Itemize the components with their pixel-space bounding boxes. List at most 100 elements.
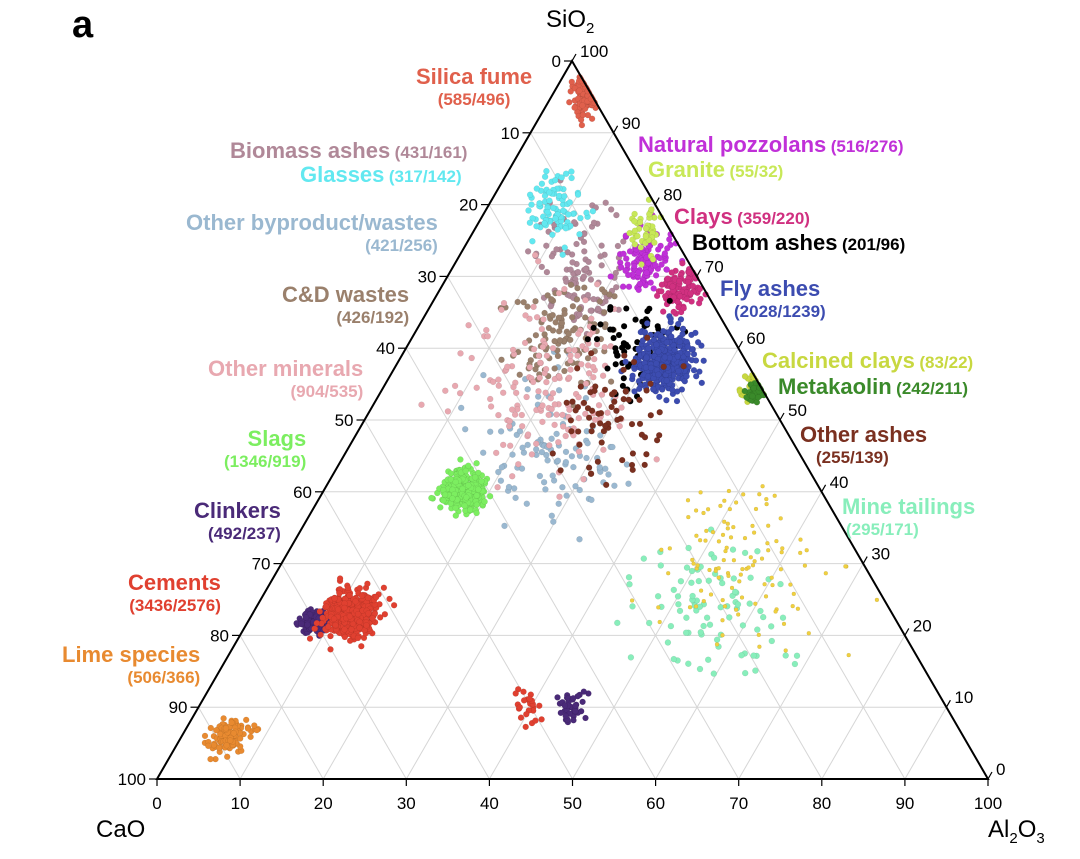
data-point <box>737 579 742 584</box>
data-point <box>583 454 590 462</box>
data-point <box>306 635 314 642</box>
data-point <box>500 299 508 307</box>
data-point <box>226 737 234 744</box>
data-point <box>714 642 720 647</box>
data-point <box>562 225 569 232</box>
data-point <box>600 446 607 453</box>
data-point <box>244 725 252 732</box>
data-point <box>642 225 650 232</box>
tick-mark <box>613 125 619 134</box>
tick-mark <box>987 771 993 780</box>
data-point <box>607 273 614 280</box>
data-point <box>679 330 686 338</box>
data-point <box>660 363 667 370</box>
data-point <box>348 626 355 633</box>
data-point <box>723 548 728 554</box>
data-point <box>762 582 767 587</box>
data-point <box>507 442 514 449</box>
data-point <box>380 584 388 591</box>
data-point <box>725 521 730 526</box>
data-point <box>459 485 466 493</box>
tick-label-right: 70 <box>705 257 724 276</box>
data-point <box>599 372 607 379</box>
data-point <box>509 451 516 458</box>
data-point <box>478 478 485 485</box>
data-point <box>617 264 625 271</box>
data-point <box>658 261 665 268</box>
data-point <box>560 423 567 430</box>
data-point <box>694 533 699 538</box>
data-point <box>550 204 557 212</box>
data-point <box>611 398 618 405</box>
data-point <box>779 550 784 555</box>
data-point <box>548 435 555 442</box>
data-point <box>588 350 595 357</box>
data-point <box>791 660 799 668</box>
data-point <box>566 98 573 106</box>
data-point <box>495 411 502 419</box>
data-point <box>584 291 592 299</box>
data-point <box>549 327 557 334</box>
data-point <box>555 439 562 446</box>
data-point <box>571 104 578 111</box>
data-point <box>625 283 633 290</box>
data-point <box>570 695 577 702</box>
data-point <box>539 343 547 351</box>
data-point <box>703 538 708 543</box>
legend-other-ashes: Other ashes (255/139) <box>800 422 928 467</box>
data-point <box>512 494 519 502</box>
tick-mark <box>821 484 827 493</box>
legend-bottom-ashes: Bottom ashes (201/96) <box>692 230 906 255</box>
data-point <box>566 406 573 413</box>
data-point <box>468 354 475 362</box>
data-point <box>553 246 560 253</box>
grid-line <box>447 276 740 780</box>
data-point <box>576 305 583 312</box>
data-point <box>536 472 544 480</box>
data-point <box>568 174 575 182</box>
data-point <box>739 622 747 629</box>
data-point <box>620 366 627 373</box>
legend-other-minerals: Other minerals (904/535) <box>208 356 364 401</box>
data-point <box>580 688 587 695</box>
data-point <box>548 296 555 303</box>
data-point <box>791 591 796 597</box>
data-point <box>522 723 529 731</box>
data-point <box>670 655 677 663</box>
data-point <box>365 610 372 617</box>
legend-other-byproduct: Other byproduct/wastes (421/256) <box>186 210 438 255</box>
data-point <box>302 614 310 621</box>
data-point <box>480 371 487 379</box>
data-point <box>418 401 425 408</box>
data-point <box>698 588 704 593</box>
data-point <box>695 563 700 568</box>
data-point <box>532 332 540 339</box>
data-point <box>582 314 589 321</box>
data-point <box>696 368 703 375</box>
data-point <box>629 598 635 603</box>
data-point <box>677 316 685 323</box>
data-point <box>500 441 507 449</box>
data-point <box>670 586 677 594</box>
data-point <box>738 572 743 577</box>
tick-label-right: 0 <box>996 760 1005 779</box>
data-point <box>647 279 654 286</box>
data-point <box>576 87 583 95</box>
data-point <box>585 258 592 266</box>
data-point <box>525 207 532 214</box>
data-point <box>757 492 762 497</box>
legend-natural-pozzolans: Natural pozzolans (516/276) <box>638 132 904 157</box>
tick-label-right: 40 <box>830 473 849 492</box>
data-point <box>691 561 696 566</box>
data-point <box>331 595 338 602</box>
data-point <box>533 222 540 230</box>
data-point <box>741 492 746 497</box>
tick-label-left: 10 <box>501 124 520 143</box>
data-point <box>247 733 254 741</box>
data-point <box>750 563 756 568</box>
data-point <box>768 623 775 630</box>
grid-line <box>281 563 407 780</box>
data-point <box>627 654 635 661</box>
data-point <box>437 504 444 511</box>
data-point <box>495 376 502 383</box>
